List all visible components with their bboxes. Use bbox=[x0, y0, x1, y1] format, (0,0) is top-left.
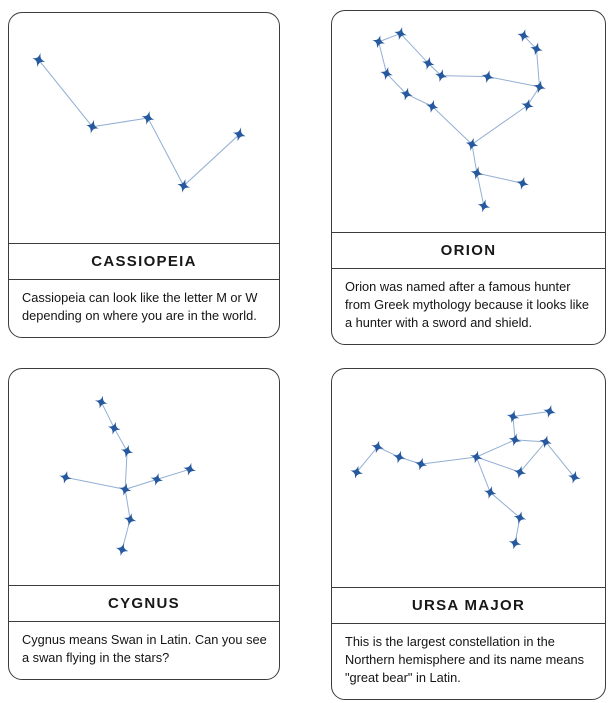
card-description-orion: Orion was named after a famous hunter fr… bbox=[345, 278, 589, 330]
constellation-line bbox=[523, 35, 537, 50]
card-description-cygnus: Cygnus means Swan in Latin. Can you see … bbox=[22, 631, 267, 665]
star-icon bbox=[59, 470, 72, 484]
star-icon bbox=[150, 472, 164, 486]
constellation-line bbox=[124, 489, 131, 520]
constellation-line bbox=[471, 144, 478, 174]
star-chart-cassiopeia bbox=[9, 13, 279, 243]
star-icon bbox=[513, 465, 527, 479]
constellation-line bbox=[38, 59, 93, 128]
star-icon bbox=[533, 80, 546, 94]
constellation-line bbox=[386, 73, 407, 95]
star-icon bbox=[517, 29, 530, 43]
constellation-line bbox=[124, 451, 128, 490]
constellation-line bbox=[420, 456, 477, 465]
star-icon bbox=[177, 178, 191, 193]
constellation-line bbox=[65, 476, 126, 490]
star-icon bbox=[530, 42, 543, 56]
constellation-line bbox=[476, 172, 523, 184]
constellation-card-orion: ORION Orion was named after a famous hun… bbox=[331, 10, 606, 345]
constellation-line bbox=[147, 117, 185, 187]
card-title-cassiopeia: CASSIOPEIA bbox=[9, 242, 279, 280]
constellation-line bbox=[475, 456, 491, 493]
star-icon bbox=[94, 395, 108, 409]
star-icon bbox=[400, 87, 413, 101]
star-icon bbox=[350, 465, 364, 479]
star-icon bbox=[372, 35, 385, 49]
star-icon bbox=[421, 56, 435, 70]
star-icon bbox=[425, 99, 439, 113]
constellation-line bbox=[400, 33, 429, 64]
constellation-line bbox=[113, 427, 128, 452]
star-icon bbox=[394, 27, 407, 41]
card-title-ursa-major: URSA MAJOR bbox=[332, 586, 605, 624]
constellation-line bbox=[476, 439, 516, 458]
star-icon bbox=[481, 70, 495, 84]
star-chart-ursa-major bbox=[332, 369, 605, 587]
constellation-line bbox=[512, 410, 550, 418]
constellation-line bbox=[545, 441, 575, 478]
star-icon bbox=[568, 470, 581, 484]
star-icon bbox=[115, 543, 129, 556]
card-description-ursa-major: This is the largest constellation in the… bbox=[345, 633, 584, 685]
star-chart-cygnus bbox=[9, 369, 279, 585]
constellation-line bbox=[183, 133, 240, 187]
constellation-line bbox=[427, 62, 442, 76]
constellation-line bbox=[471, 104, 528, 145]
constellation-line bbox=[476, 172, 485, 206]
constellation-line bbox=[124, 478, 158, 490]
constellation-card-cassiopeia: CASSIOPEIA Cassiopeia can look like the … bbox=[8, 12, 280, 338]
star-icon bbox=[371, 440, 384, 454]
constellation-line bbox=[527, 86, 540, 106]
star-icon bbox=[470, 450, 483, 464]
star-icon bbox=[32, 53, 46, 68]
star-icon bbox=[107, 421, 121, 435]
star-icon bbox=[141, 111, 155, 125]
star-icon bbox=[508, 433, 522, 447]
star-icon bbox=[513, 511, 527, 525]
star-icon bbox=[521, 98, 534, 112]
star-icon bbox=[508, 536, 522, 550]
star-icon bbox=[483, 485, 497, 499]
star-icon bbox=[414, 457, 428, 471]
star-icon bbox=[232, 127, 246, 142]
constellation-line bbox=[356, 446, 378, 473]
card-description-cassiopeia: Cassiopeia can look like the letter M or… bbox=[22, 289, 258, 323]
constellation-card-cygnus: CYGNUS Cygnus means Swan in Latin. Can y… bbox=[8, 368, 280, 680]
star-icon bbox=[120, 444, 134, 458]
constellation-line bbox=[536, 48, 540, 87]
constellation-line bbox=[92, 117, 149, 128]
star-icon bbox=[392, 450, 406, 464]
constellation-card-ursa-major: URSA MAJOR This is the largest constella… bbox=[331, 368, 606, 700]
star-icon bbox=[516, 176, 529, 190]
constellation-line bbox=[378, 41, 388, 74]
star-icon bbox=[477, 199, 491, 213]
star-icon bbox=[183, 462, 196, 476]
constellation-line bbox=[489, 492, 521, 519]
star-icon bbox=[543, 405, 556, 418]
star-icon bbox=[465, 137, 479, 151]
star-icon bbox=[434, 69, 448, 83]
constellation-line bbox=[519, 441, 547, 473]
star-icon bbox=[506, 410, 520, 424]
constellation-line bbox=[100, 401, 115, 429]
constellation-line bbox=[441, 75, 488, 78]
constellation-line bbox=[487, 76, 540, 88]
star-icon bbox=[539, 435, 552, 449]
constellation-line bbox=[378, 33, 401, 43]
constellation-line bbox=[512, 416, 516, 440]
constellation-line bbox=[406, 93, 433, 107]
star-icon bbox=[380, 67, 393, 81]
star-icon bbox=[118, 482, 132, 496]
constellation-line bbox=[476, 456, 521, 473]
card-title-cygnus: CYGNUS bbox=[9, 584, 279, 622]
constellation-line bbox=[431, 106, 473, 145]
star-chart-orion bbox=[332, 11, 605, 232]
constellation-line bbox=[156, 468, 190, 480]
constellation-line bbox=[514, 439, 546, 443]
star-icon bbox=[123, 513, 137, 526]
star-icon bbox=[86, 119, 99, 134]
star-icon bbox=[470, 166, 484, 180]
card-title-orion: ORION bbox=[332, 231, 605, 269]
